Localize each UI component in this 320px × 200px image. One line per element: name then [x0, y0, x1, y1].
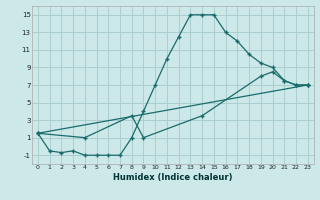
X-axis label: Humidex (Indice chaleur): Humidex (Indice chaleur) [113, 173, 233, 182]
